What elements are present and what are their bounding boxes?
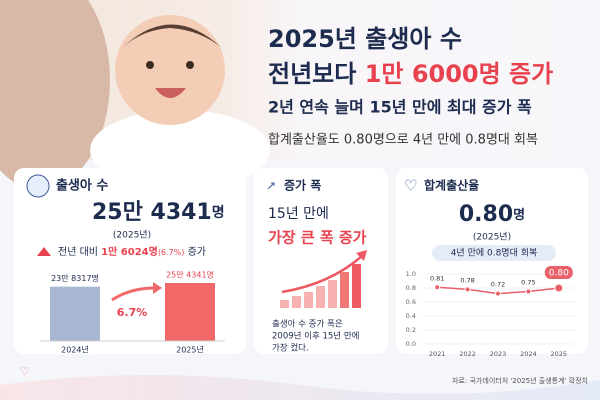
x-tick-label: 2025년 [176, 345, 204, 355]
trend-icon: ↗ [266, 179, 276, 193]
y-tick-label: 0.2 [406, 326, 416, 334]
bar [165, 283, 215, 341]
value-label: 0.78 [460, 276, 474, 284]
detail: 합계출산율도 0.80명으로 4년 만에 0.8명대 회복 [268, 133, 538, 148]
year: (2025년) [473, 232, 511, 243]
growth-arrow [111, 286, 156, 302]
value-label: 23만 8317명 [51, 273, 99, 283]
subtitle: 2년 연속 늘며 15년 만에 최대 증가 폭 [268, 98, 532, 117]
title-line1: 2025년 출생아 수 [268, 25, 462, 53]
big-number: 25만 4341명 [92, 200, 225, 225]
note: 2009년 이후 15년 만에 [272, 331, 359, 342]
y-tick-label: 0.8 [406, 284, 416, 292]
point [525, 288, 532, 295]
change-text: 증가 [184, 246, 206, 258]
up-arrow [37, 247, 51, 256]
heart-decor: ♡ [20, 365, 30, 378]
card-line: 15년 만에 [268, 206, 329, 222]
unit: 명 [212, 204, 225, 221]
change-text: 전년 대비 [58, 246, 101, 258]
wave [0, 375, 600, 400]
y-tick-label: 0.0 [406, 340, 416, 348]
baby-icon [26, 174, 50, 198]
x-tick-label: 2022 [459, 350, 476, 358]
y-tick-label: 1.0 [406, 270, 416, 278]
badge [432, 245, 556, 261]
x-tick-label: 2024 [520, 350, 537, 358]
annotation: 6.7% [117, 306, 148, 319]
title-text: 전년보다 [268, 60, 365, 88]
x-tick-label: 2021 [429, 350, 446, 358]
value-label: 0.75 [521, 279, 535, 287]
x-tick-label: 2024년 [61, 345, 89, 355]
y-tick-label: 0.4 [406, 312, 416, 320]
note: 출생아 수 증가 폭은 [272, 319, 343, 330]
number: 0.80 [459, 202, 513, 227]
point [464, 286, 471, 293]
unit: 명 [513, 207, 525, 223]
value-label: 0.72 [491, 281, 505, 289]
card-title: 증가 폭 [284, 178, 321, 193]
value-label: 0.80 [549, 269, 569, 279]
point [434, 284, 441, 291]
year: (2025년) [113, 230, 151, 241]
value-label: 0.81 [430, 274, 444, 282]
big-number: 0.80명 [459, 202, 525, 227]
y-tick-label: 0.6 [406, 298, 416, 306]
source: 자료: 국가데이터처 '2025년 출생통계' 확정치 [452, 376, 588, 385]
value-label: 25만 4341명 [166, 270, 214, 280]
x-tick-label: 2025 [551, 350, 568, 358]
change-pct: (6.7%) [158, 248, 185, 257]
heart-icon: ♡ [404, 177, 417, 195]
change-value: 1만 6024명 [101, 245, 158, 258]
point [495, 290, 501, 297]
x-tick-label: 2023 [490, 350, 507, 358]
title-highlight: 1만 6000명 증가 [365, 60, 554, 88]
card-highlight: 가장 큰 폭 증가 [268, 229, 367, 247]
bar [50, 286, 100, 341]
note: 가장 컸다. [272, 343, 309, 354]
change: 전년 대비 1만 6024명(6.7%) 증가 [58, 245, 206, 258]
title-line2: 전년보다 1만 6000명 증가 [268, 60, 553, 88]
badge-text: 4년 만에 0.8명대 회복 [451, 248, 538, 259]
number: 25만 4341 [92, 200, 212, 225]
card-title: 합계출산율 [424, 178, 479, 193]
card-title: 출생아 수 [56, 178, 108, 194]
decor-bars [280, 250, 367, 308]
point [554, 283, 564, 293]
growth-arrow-head [153, 282, 162, 294]
label-pill [544, 266, 573, 279]
